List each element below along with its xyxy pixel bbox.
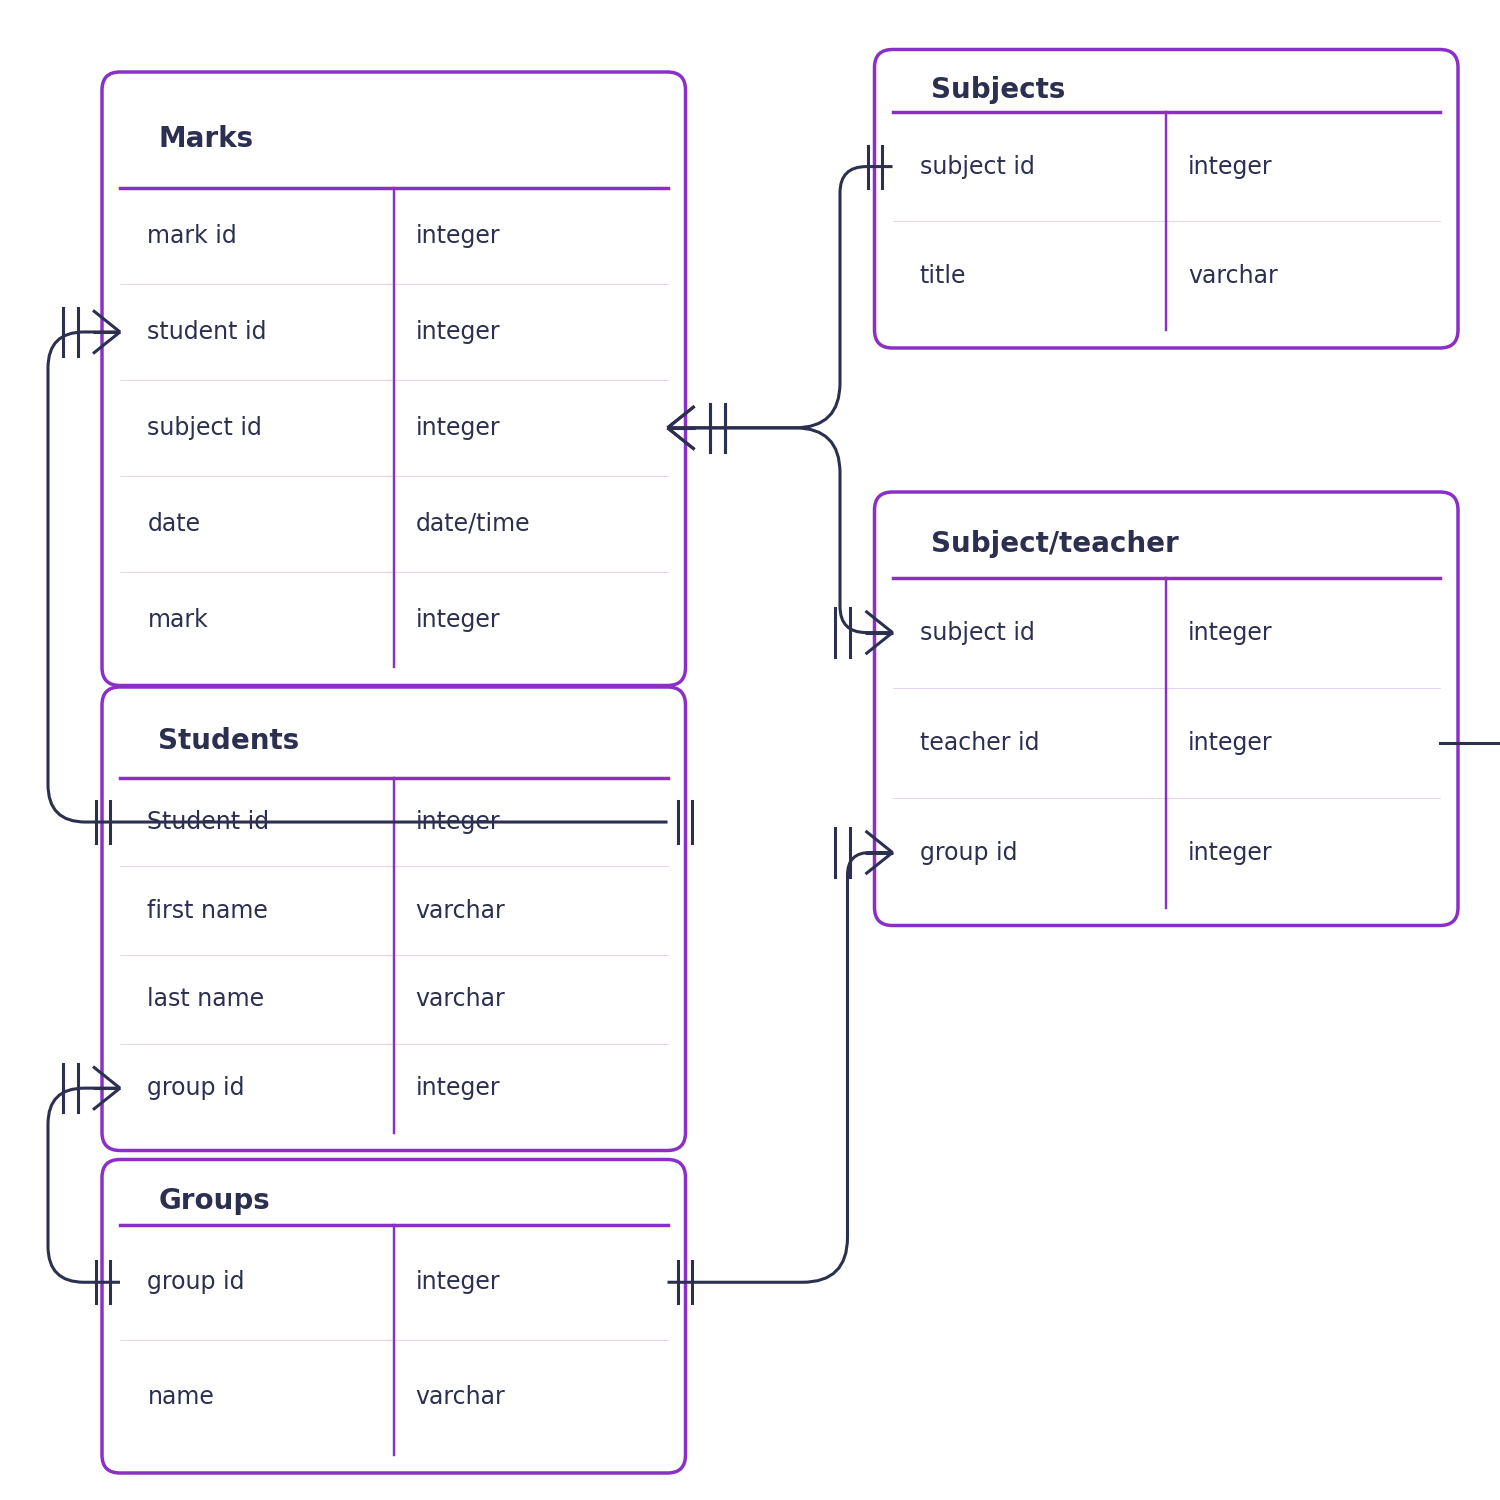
Text: Student id: Student id: [147, 810, 270, 834]
Text: subject id: subject id: [920, 154, 1035, 178]
Text: date: date: [147, 512, 201, 536]
Text: first name: first name: [147, 898, 268, 922]
Text: group id: group id: [147, 1076, 244, 1100]
Text: teacher id: teacher id: [920, 730, 1040, 754]
FancyBboxPatch shape: [102, 1160, 686, 1473]
Text: integer: integer: [416, 1270, 501, 1294]
Text: varchar: varchar: [416, 898, 506, 922]
Text: group id: group id: [147, 1270, 244, 1294]
FancyBboxPatch shape: [874, 492, 1458, 926]
Text: Subject/teacher: Subject/teacher: [932, 530, 1179, 558]
Text: integer: integer: [416, 1076, 501, 1100]
Text: Subjects: Subjects: [932, 76, 1065, 104]
Text: integer: integer: [416, 224, 501, 248]
Text: Groups: Groups: [159, 1186, 270, 1215]
FancyBboxPatch shape: [102, 687, 686, 1150]
Text: mark: mark: [147, 608, 208, 631]
Text: varchar: varchar: [416, 987, 506, 1011]
Text: name: name: [147, 1386, 214, 1410]
Text: integer: integer: [1188, 840, 1274, 864]
Text: integer: integer: [416, 416, 501, 440]
Text: varchar: varchar: [416, 1386, 506, 1410]
Text: title: title: [920, 264, 966, 288]
Text: integer: integer: [416, 810, 501, 834]
Text: student id: student id: [147, 320, 267, 344]
Text: last name: last name: [147, 987, 264, 1011]
Text: integer: integer: [1188, 621, 1274, 645]
Text: date/time: date/time: [416, 512, 531, 536]
Text: integer: integer: [1188, 730, 1274, 754]
FancyBboxPatch shape: [102, 72, 686, 686]
Text: integer: integer: [416, 608, 501, 631]
Text: integer: integer: [1188, 154, 1274, 178]
Text: mark id: mark id: [147, 224, 237, 248]
Text: subject id: subject id: [920, 621, 1035, 645]
Text: Students: Students: [159, 728, 300, 756]
Text: subject id: subject id: [147, 416, 262, 440]
Text: varchar: varchar: [1188, 264, 1278, 288]
Text: integer: integer: [416, 320, 501, 344]
Text: Marks: Marks: [159, 124, 254, 153]
FancyBboxPatch shape: [874, 50, 1458, 348]
Text: group id: group id: [920, 840, 1017, 864]
